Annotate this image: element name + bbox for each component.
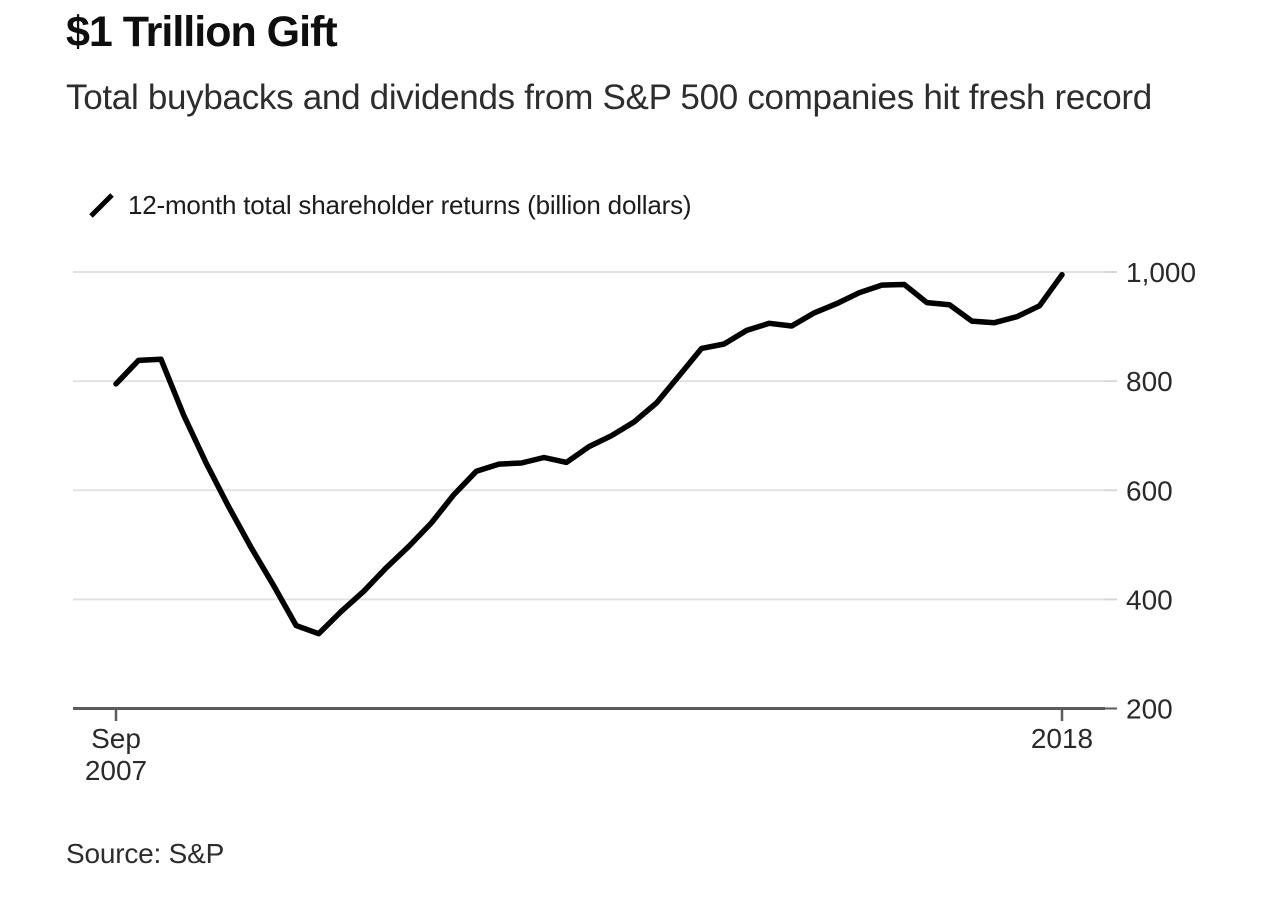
data-line — [113, 271, 1065, 637]
legend: 12-month total shareholder returns (bill… — [88, 190, 692, 221]
x-tick-label: Sep — [91, 723, 141, 754]
y-tick-label: 1,000 — [1126, 257, 1196, 288]
y-tick-label: 400 — [1126, 584, 1173, 615]
y-tick-label: 200 — [1126, 694, 1173, 725]
source-note: Source: S&P — [66, 838, 225, 869]
x-tick-label: 2018 — [1031, 723, 1093, 754]
y-tick-label: 800 — [1126, 366, 1173, 397]
chart-title: $1 Trillion Gift — [66, 8, 338, 56]
chart-subtitle: Total buybacks and dividends from S&P 50… — [66, 78, 1152, 117]
legend-label: 12-month total shareholder returns (bill… — [128, 190, 692, 220]
y-tick-label: 600 — [1126, 475, 1173, 506]
line-series-icon — [89, 193, 114, 218]
x-tick-label: 2007 — [85, 755, 147, 786]
